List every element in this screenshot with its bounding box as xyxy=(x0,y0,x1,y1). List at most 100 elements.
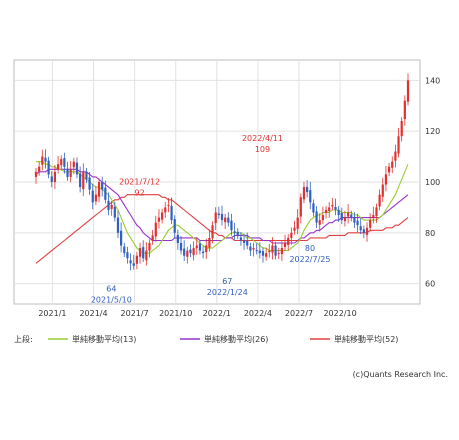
candle-body xyxy=(369,220,372,228)
candle-body xyxy=(340,213,343,221)
sma52-path xyxy=(35,194,409,264)
candle-body xyxy=(387,166,391,173)
candle-body xyxy=(148,243,151,251)
candle-body xyxy=(82,171,85,190)
candle-body xyxy=(88,177,91,190)
legend-swatch-sma26 xyxy=(180,338,200,340)
candle-body xyxy=(116,217,120,233)
candle-body xyxy=(97,182,101,197)
candle-body xyxy=(233,231,236,233)
annotation-date: 92 xyxy=(135,188,145,197)
candle-body xyxy=(41,156,44,165)
candle-body xyxy=(160,212,164,220)
legend-prefix: 上段: xyxy=(14,335,33,344)
x-tick-label: 2022/10 xyxy=(323,309,356,318)
annotation-date: 2021/5/10 xyxy=(91,296,132,305)
x-tick-label: 2022/4 xyxy=(244,309,272,318)
candle-body xyxy=(255,250,258,252)
candle-body xyxy=(242,240,246,243)
candle-body xyxy=(110,204,113,209)
candle-body xyxy=(359,226,362,231)
candle-body xyxy=(261,251,265,256)
candlesticks xyxy=(34,73,410,271)
candle-body xyxy=(236,231,239,236)
candle-body xyxy=(287,237,290,246)
candle-body xyxy=(280,248,284,255)
candle-body xyxy=(173,219,176,233)
candle-body xyxy=(321,215,324,221)
candle-body xyxy=(69,169,72,177)
candle-body xyxy=(378,194,381,207)
candle-body xyxy=(145,250,148,261)
candle-body xyxy=(201,251,205,254)
candle-body xyxy=(47,160,50,175)
candle-body xyxy=(290,232,293,238)
annotation-date: 2022/1/24 xyxy=(207,288,248,297)
candle-body xyxy=(337,209,340,216)
annotation-value: 67 xyxy=(222,277,232,286)
candle-body xyxy=(346,212,350,217)
candle-body xyxy=(299,197,302,217)
candle-body xyxy=(38,166,41,172)
x-tick-label: 2021/4 xyxy=(79,309,107,318)
candle-body xyxy=(56,164,60,170)
y-tick-label: 140 xyxy=(425,76,440,85)
x-tick-label: 2021/10 xyxy=(159,309,192,318)
annotation-date: 2022/7/25 xyxy=(289,255,330,264)
candle-body xyxy=(50,176,53,182)
grid-lines xyxy=(14,60,420,304)
candle-body xyxy=(189,249,192,254)
candle-body xyxy=(195,245,198,249)
y-tick-label: 80 xyxy=(425,229,435,238)
candle-body xyxy=(220,214,224,221)
candle-body xyxy=(94,194,98,202)
copyright-credit: (c)Quants Research Inc. xyxy=(352,370,448,379)
candle-body xyxy=(126,252,129,259)
annotation-date: 109 xyxy=(255,145,270,154)
legend-label-sma13: 単純移動平均(13) xyxy=(72,335,137,344)
candle-body xyxy=(265,253,268,257)
candle-body xyxy=(113,206,116,218)
candle-body xyxy=(394,151,397,161)
legend-swatch-sma52 xyxy=(310,338,330,340)
candle-body xyxy=(283,243,287,248)
candle-body xyxy=(403,100,406,119)
x-tick-label: 2021/7 xyxy=(121,309,149,318)
candle-body xyxy=(397,136,400,154)
candle-body xyxy=(324,209,328,214)
candle-body xyxy=(384,174,388,185)
candle-body xyxy=(179,243,183,251)
candle-body xyxy=(85,171,88,180)
candle-body xyxy=(249,246,252,251)
y-tick-label: 120 xyxy=(425,127,440,136)
candle-body xyxy=(63,158,66,167)
candle-body xyxy=(258,250,261,254)
candle-body xyxy=(142,247,145,259)
annotation-value: 64 xyxy=(106,285,116,294)
annotation-value: 2021/7/12 xyxy=(119,177,160,186)
candle-body xyxy=(60,159,63,166)
candle-body xyxy=(101,182,104,190)
candle-body xyxy=(176,234,179,243)
candle-body xyxy=(375,207,378,217)
candle-body xyxy=(331,204,334,207)
candle-body xyxy=(205,245,208,253)
candle-body xyxy=(53,171,57,182)
candle-body xyxy=(309,190,312,203)
candle-body xyxy=(66,168,69,177)
candle-body xyxy=(135,255,138,264)
x-axis-ticks: 2021/1 2021/4 2021/7 2021/10 2022/1 2022/4 202… xyxy=(38,309,356,318)
candle-body xyxy=(123,246,126,254)
candle-body xyxy=(208,237,211,248)
candle-body xyxy=(296,217,299,229)
legend: 上段: 単純移動平均(13) 単純移動平均(26) 単純移動平均(52) xyxy=(12,328,442,348)
y-tick-label: 100 xyxy=(425,178,440,187)
annotations: 2021/7/12 92 2022/4/11 109 64 2021/5/10 67 2022… xyxy=(91,134,331,304)
annotation-value: 2022/4/11 xyxy=(242,134,283,143)
candle-body xyxy=(34,171,38,177)
candle-body xyxy=(381,184,384,197)
sma52-line xyxy=(35,194,409,264)
candle-body xyxy=(72,161,75,168)
candle-body xyxy=(129,260,132,264)
annotation-value: 80 xyxy=(305,244,315,253)
